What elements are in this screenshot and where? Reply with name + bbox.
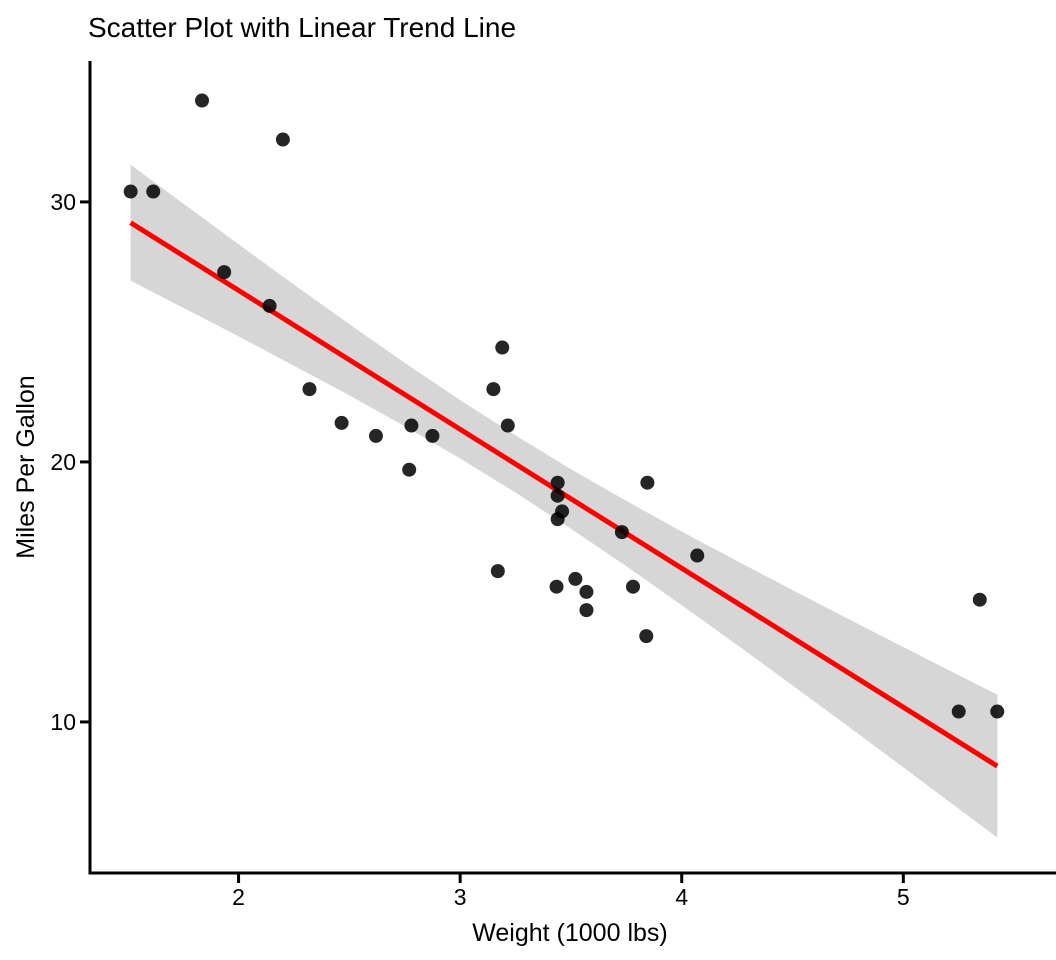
data-point (550, 512, 565, 527)
data-point (368, 428, 383, 443)
data-point (275, 132, 290, 147)
y-axis-tick-label: 20 (50, 449, 76, 475)
data-point (639, 629, 654, 644)
data-point (217, 265, 232, 280)
data-point (490, 564, 505, 579)
x-axis-tick-label: 2 (232, 884, 245, 910)
data-point (568, 571, 583, 586)
data-point (690, 548, 705, 563)
y-axis-tick-label: 10 (50, 709, 76, 735)
data-point (951, 704, 966, 719)
data-point (302, 382, 317, 397)
data-point (195, 93, 210, 108)
data-point (972, 592, 987, 607)
data-point (579, 584, 594, 599)
data-point (486, 382, 501, 397)
y-axis-title: Miles Per Gallon (12, 375, 40, 558)
data-point (146, 184, 161, 199)
data-point (123, 184, 138, 199)
data-point (550, 488, 565, 503)
data-point (262, 298, 277, 313)
data-point (579, 603, 594, 618)
x-axis-title: Weight (1000 lbs) (472, 919, 667, 947)
data-point (425, 428, 440, 443)
data-point (495, 340, 510, 355)
axes: 2 3 4 5 10 20 30 (50, 61, 1056, 910)
data-point (625, 579, 640, 594)
data-point (500, 418, 515, 433)
chart-title: Scatter Plot with Linear Trend Line (88, 12, 516, 43)
plot-panel (123, 93, 1005, 838)
data-point (549, 579, 564, 594)
data-point (550, 475, 565, 490)
data-point (334, 415, 349, 430)
data-point (404, 418, 419, 433)
confidence-ribbon (130, 164, 998, 838)
y-axis-tick-label: 30 (50, 189, 76, 215)
x-axis-tick-label: 3 (454, 884, 467, 910)
data-point (614, 525, 629, 540)
data-point (640, 475, 655, 490)
data-point (990, 704, 1005, 719)
x-axis-tick-label: 5 (897, 884, 910, 910)
data-point (402, 462, 417, 477)
x-axis-tick-label: 4 (675, 884, 688, 910)
